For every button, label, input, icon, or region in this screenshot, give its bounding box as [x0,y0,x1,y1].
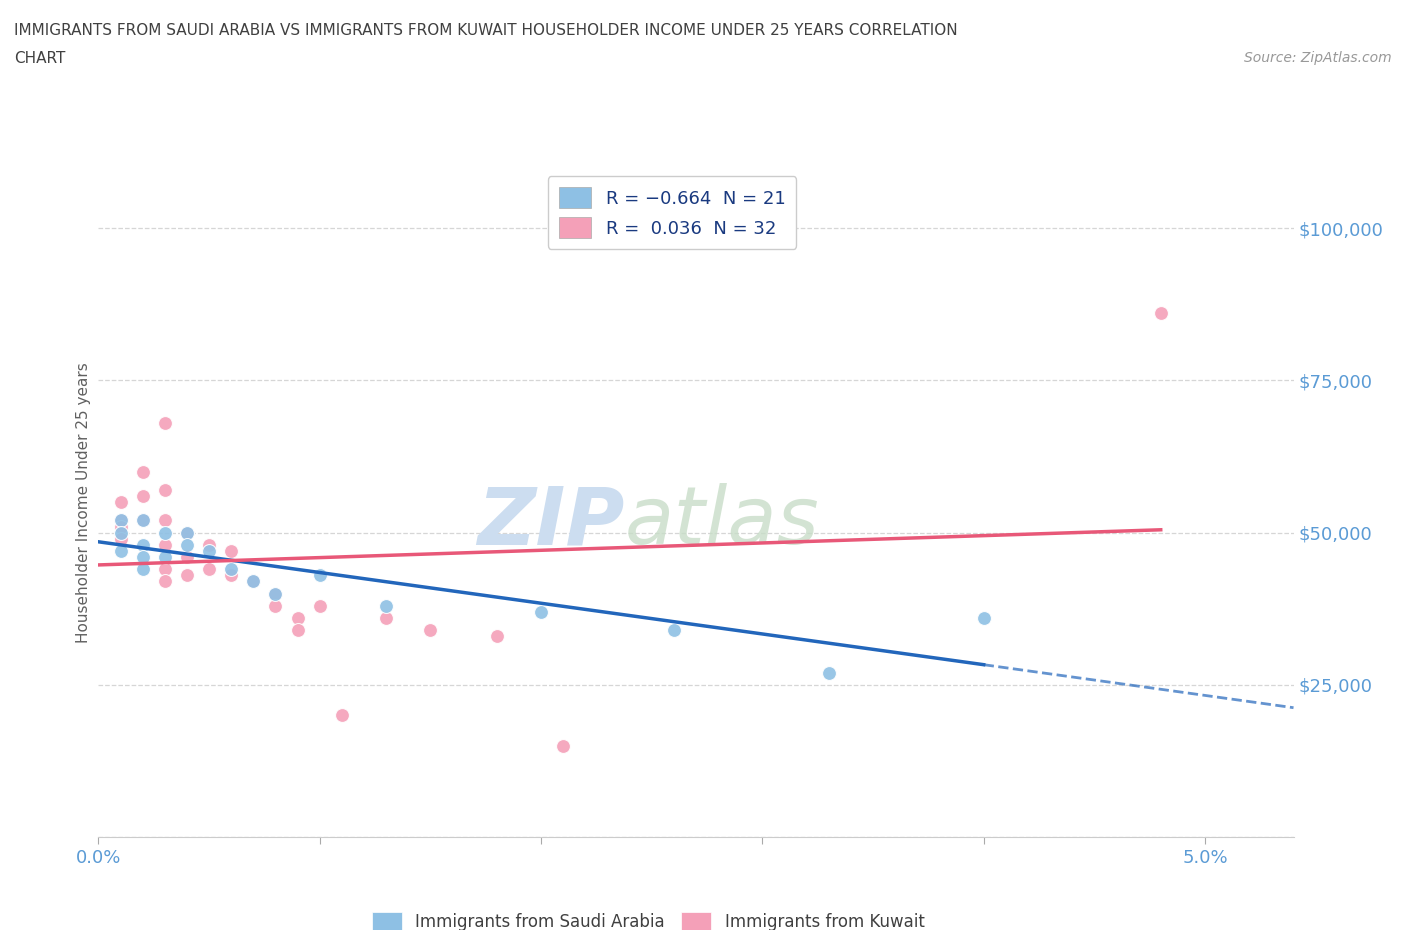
Y-axis label: Householder Income Under 25 years: Householder Income Under 25 years [76,362,91,643]
Point [553,738,575,753]
Point [176,568,198,583]
Point [176,550,198,565]
Point [662,622,685,637]
Point [131,513,153,528]
Point [973,610,995,625]
Point [176,525,198,540]
Point [1150,306,1173,321]
Text: IMMIGRANTS FROM SAUDI ARABIA VS IMMIGRANTS FROM KUWAIT HOUSEHOLDER INCOME UNDER : IMMIGRANTS FROM SAUDI ARABIA VS IMMIGRAN… [14,23,957,38]
Point [131,513,153,528]
Point [110,513,132,528]
Point [264,586,287,601]
Point [375,610,398,625]
Text: Source: ZipAtlas.com: Source: ZipAtlas.com [1244,51,1392,65]
Point [153,525,176,540]
Point [330,708,353,723]
Point [176,525,198,540]
Point [131,488,153,503]
Point [153,550,176,565]
Point [110,495,132,510]
Point [242,574,264,589]
Point [131,562,153,577]
Point [153,574,176,589]
Point [242,574,264,589]
Point [153,513,176,528]
Point [110,531,132,546]
Point [219,568,242,583]
Point [153,538,176,552]
Point [110,513,132,528]
Point [375,598,398,613]
Point [419,622,441,637]
Text: atlas: atlas [624,484,820,562]
Point [198,543,221,558]
Point [264,598,287,613]
Point [131,464,153,479]
Point [530,604,553,619]
Point [264,586,287,601]
Point [110,525,132,540]
Point [153,562,176,577]
Point [131,550,153,565]
Point [817,665,839,680]
Point [308,568,330,583]
Point [198,538,221,552]
Point [131,538,153,552]
Point [176,538,198,552]
Point [287,610,309,625]
Point [485,629,508,644]
Legend: Immigrants from Saudi Arabia, Immigrants from Kuwait: Immigrants from Saudi Arabia, Immigrants… [366,906,931,930]
Text: CHART: CHART [14,51,66,66]
Point [153,483,176,498]
Text: ZIP: ZIP [477,484,624,562]
Point [110,519,132,534]
Point [308,598,330,613]
Point [219,543,242,558]
Point [110,543,132,558]
Point [287,622,309,637]
Point [153,416,176,431]
Point [219,562,242,577]
Point [198,562,221,577]
